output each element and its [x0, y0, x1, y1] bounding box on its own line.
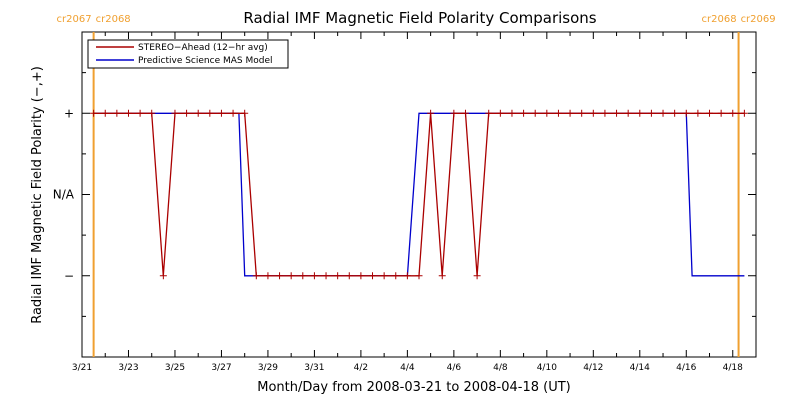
data-point	[485, 109, 493, 117]
data-point	[159, 272, 167, 280]
data-point	[520, 109, 528, 117]
data-point	[578, 109, 586, 117]
data-point	[183, 109, 191, 117]
data-point	[450, 109, 458, 117]
data-point	[229, 109, 237, 117]
data-point	[473, 272, 481, 280]
data-point	[369, 272, 377, 280]
data-point	[217, 109, 225, 117]
data-point	[392, 272, 400, 280]
data-point	[543, 109, 551, 117]
data-point	[706, 109, 714, 117]
data-point	[682, 109, 690, 117]
data-point	[671, 109, 679, 117]
series-line-model	[93, 112, 745, 277]
x-tick-label: 4/6	[447, 363, 462, 373]
data-point	[740, 109, 748, 117]
data-point	[659, 109, 667, 117]
series-layer	[90, 109, 748, 280]
y-axis-ticks: + N/A −	[53, 31, 756, 358]
x-tick-label: 4/14	[630, 363, 650, 373]
x-tick-label: 3/25	[165, 363, 185, 373]
x-axis-label: Month/Day from 2008-03-21 to 2008-04-18 …	[257, 380, 570, 395]
legend-label-model: Predictive Science MAS Model	[138, 56, 273, 66]
carrington-lines	[92, 32, 740, 357]
x-tick-label: 4/8	[493, 363, 508, 373]
legend-label-stereo: STEREO−Ahead (12−hr avg)	[138, 43, 268, 53]
data-point	[357, 272, 365, 280]
data-point	[136, 109, 144, 117]
data-point	[531, 109, 539, 117]
data-point	[206, 109, 214, 117]
data-point	[461, 109, 469, 117]
x-tick-label: 4/12	[583, 363, 603, 373]
data-point	[694, 109, 702, 117]
data-point	[415, 272, 423, 280]
data-point	[252, 272, 260, 280]
carrington-label: cr2069	[741, 14, 776, 25]
data-point	[322, 272, 330, 280]
data-point	[90, 109, 98, 117]
x-tick-label: 4/4	[400, 363, 415, 373]
carrington-labels: cr2067 cr2068 cr2068 cr2069	[57, 14, 776, 25]
data-point	[380, 272, 388, 280]
data-point	[194, 109, 202, 117]
y-axis-label: Radial IMF Magnetic Field Polarity (−,+)	[30, 66, 45, 324]
data-point	[729, 109, 737, 117]
data-point	[101, 109, 109, 117]
x-tick-label: 3/27	[211, 363, 231, 373]
data-point	[148, 109, 156, 117]
carrington-label: cr2068	[702, 14, 737, 25]
plot-frame	[81, 31, 757, 358]
data-point	[427, 109, 435, 117]
x-tick-label: 4/18	[723, 363, 743, 373]
data-point	[624, 109, 632, 117]
data-point	[113, 109, 121, 117]
carrington-label: cr2067	[57, 14, 92, 25]
data-point	[124, 109, 132, 117]
data-point	[554, 109, 562, 117]
x-tick-label: 4/10	[537, 363, 557, 373]
data-point	[299, 272, 307, 280]
data-point	[589, 109, 597, 117]
data-point	[508, 109, 516, 117]
y-tick-label: N/A	[53, 188, 75, 202]
data-point	[717, 109, 725, 117]
x-tick-label: 3/31	[304, 363, 324, 373]
x-tick-label: 4/16	[676, 363, 696, 373]
data-point	[647, 109, 655, 117]
x-tick-label: 4/2	[354, 363, 368, 373]
data-point	[613, 109, 621, 117]
chart-title: Radial IMF Magnetic Field Polarity Compa…	[243, 9, 596, 27]
data-point	[334, 272, 342, 280]
data-point	[636, 109, 644, 117]
y-tick-label: −	[64, 269, 74, 283]
data-point	[403, 272, 411, 280]
data-point	[171, 109, 179, 117]
data-point	[241, 109, 249, 117]
x-tick-label: 3/23	[118, 363, 138, 373]
series-line-stereo	[93, 112, 745, 277]
x-axis-ticks: 3/21 3/23 3/25 3/27 3/29 3/31 4/2 4/4 4/6 4/8 4/10…	[72, 32, 757, 373]
data-point	[276, 272, 284, 280]
data-point	[310, 272, 318, 280]
data-point	[264, 272, 272, 280]
x-tick-label: 3/21	[72, 363, 92, 373]
data-point	[566, 109, 574, 117]
data-point	[496, 109, 504, 117]
legend-box	[87, 39, 289, 69]
carrington-label: cr2068	[96, 14, 131, 25]
y-tick-label: +	[64, 106, 74, 120]
legend: STEREO−Ahead (12−hr avg) Predictive Scie…	[87, 39, 289, 69]
data-point	[438, 272, 446, 280]
data-point	[601, 109, 609, 117]
data-point	[345, 272, 353, 280]
data-point	[287, 272, 295, 280]
x-tick-label: 3/29	[258, 363, 278, 373]
